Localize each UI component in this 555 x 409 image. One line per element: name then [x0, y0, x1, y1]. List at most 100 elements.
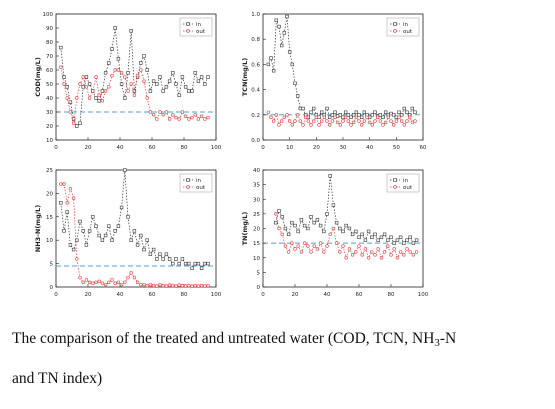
legend-marker-out	[186, 29, 190, 33]
data-point-in	[113, 26, 117, 30]
data-point-in	[116, 224, 121, 228]
data-point-in	[325, 106, 329, 111]
data-point-out	[164, 284, 169, 288]
data-point-out	[68, 110, 73, 114]
data-point-in	[91, 215, 95, 219]
data-point-out	[349, 123, 353, 127]
data-point-in	[81, 229, 85, 233]
data-point-out	[59, 182, 63, 186]
legend-marker-out	[393, 29, 397, 33]
data-point-in	[350, 232, 355, 237]
y-tick-label: 40	[46, 96, 53, 102]
data-point-out	[203, 284, 207, 288]
data-point-in	[158, 252, 162, 256]
data-point-in	[75, 124, 79, 128]
data-point-out	[410, 120, 415, 125]
series-line-out	[60, 183, 209, 287]
data-point-in	[193, 71, 197, 75]
data-point-out	[277, 123, 281, 127]
data-point-out	[382, 250, 387, 254]
data-point-in	[402, 106, 407, 111]
data-point-in	[383, 110, 388, 114]
data-point-out	[395, 256, 400, 260]
data-point-out	[151, 113, 156, 117]
data-point-out	[107, 85, 111, 89]
data-point-out	[359, 123, 364, 127]
legend-marker-out	[393, 185, 397, 189]
y-tick-label: 20	[253, 227, 260, 233]
data-point-in	[354, 110, 359, 114]
data-point-out	[295, 113, 300, 117]
legend-marker-in	[186, 22, 190, 26]
x-tick-label: 0	[54, 292, 58, 298]
data-point-in	[327, 115, 332, 120]
data-point-in	[274, 220, 278, 225]
data-point-out	[155, 284, 159, 288]
legend-marker-out	[186, 185, 190, 189]
data-point-in	[174, 257, 178, 261]
data-point-out	[319, 119, 324, 123]
plot-frame	[55, 169, 217, 288]
data-point-in	[370, 235, 374, 239]
y-tick-label: 40	[253, 168, 260, 174]
data-point-in	[190, 266, 194, 270]
x-tick-label: 0	[261, 292, 265, 298]
data-point-out	[351, 120, 356, 125]
data-point-out	[193, 113, 197, 117]
data-point-in	[290, 220, 294, 225]
data-point-in	[408, 235, 412, 239]
data-point-in	[392, 241, 396, 245]
data-point-out	[84, 278, 89, 282]
data-point-in	[187, 261, 191, 266]
data-point-out	[287, 119, 292, 123]
figure-caption-line-2: and TN index)	[12, 370, 103, 387]
data-point-out	[183, 114, 188, 118]
y-axis-label: TN(mg/L)	[241, 212, 249, 246]
x-axis-label: time(day)	[325, 299, 361, 300]
data-point-in	[167, 79, 172, 83]
data-point-in	[373, 110, 377, 114]
data-point-out	[357, 244, 361, 248]
data-point-out	[379, 256, 384, 260]
x-tick-label: 50	[393, 145, 400, 151]
data-point-in	[357, 113, 361, 117]
data-point-out	[113, 68, 117, 72]
data-point-in	[180, 257, 185, 261]
data-point-in	[370, 113, 375, 117]
data-point-out	[148, 282, 153, 287]
data-point-in	[359, 115, 364, 120]
legend-marker-in	[186, 178, 190, 182]
y-tick-label: 25	[253, 212, 260, 218]
data-point-out	[334, 241, 339, 245]
data-point-out	[357, 119, 361, 123]
data-point-in	[199, 75, 204, 79]
data-point-out	[354, 250, 358, 254]
data-point-out	[65, 201, 69, 205]
data-point-in	[206, 261, 210, 266]
data-point-out	[161, 283, 165, 288]
data-point-in	[302, 223, 307, 228]
data-point-out	[399, 119, 404, 123]
data-point-out	[75, 257, 79, 261]
data-point-in	[376, 238, 380, 242]
chart-panel-1: 0 20 40 60 80 100 10 20 30 40 50 60 70 80 90 100 COD(mg/…	[34, 12, 222, 151]
data-point-in	[65, 210, 69, 214]
data-point-in	[119, 205, 124, 210]
y-axis-label: TCN(mg/L)	[241, 58, 249, 97]
data-point-out	[325, 244, 329, 248]
data-point-in	[126, 215, 130, 219]
data-point-out	[283, 244, 288, 248]
data-point-out	[126, 275, 130, 280]
data-point-out	[71, 196, 76, 200]
data-point-in	[283, 226, 288, 231]
data-point-out	[306, 244, 310, 248]
data-point-in	[183, 85, 188, 89]
data-point-out	[167, 117, 172, 121]
data-point-in	[296, 229, 300, 234]
data-point-out	[110, 278, 114, 282]
data-point-out	[119, 282, 124, 287]
data-point-in	[274, 18, 279, 22]
data-point-out	[309, 123, 313, 127]
data-point-in	[311, 106, 316, 111]
data-point-out	[97, 93, 101, 97]
